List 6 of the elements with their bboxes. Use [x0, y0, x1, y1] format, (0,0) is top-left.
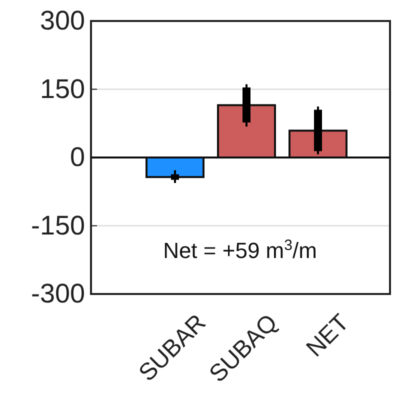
annotation: Net = +59 m$^{3}$/m	[163, 236, 317, 263]
y-tick-label: -150	[30, 210, 85, 240]
y-tick-label: 300	[40, 6, 85, 36]
y-tick-label: 0	[70, 142, 85, 172]
y-tick-label: 150	[40, 74, 85, 104]
y-tick-label: -300	[30, 278, 85, 309]
